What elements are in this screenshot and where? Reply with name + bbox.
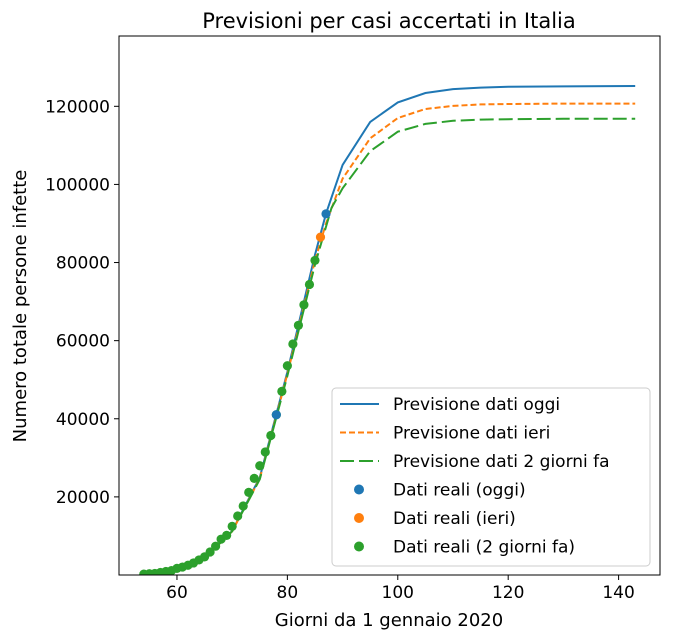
data-point bbox=[266, 430, 276, 441]
legend-marker-swatch bbox=[354, 484, 364, 495]
x-tick-label: 80 bbox=[277, 583, 299, 603]
x-tick-label: 60 bbox=[166, 583, 188, 603]
y-tick-label: 60000 bbox=[56, 332, 110, 352]
data-point bbox=[310, 255, 320, 266]
legend-box bbox=[331, 387, 651, 567]
y-tick-label: 120000 bbox=[45, 97, 110, 117]
legend-marker-swatch bbox=[354, 513, 364, 523]
y-tick-label: 20000 bbox=[56, 488, 110, 508]
data-point bbox=[249, 473, 259, 483]
legend-label: Dati reali (ieri) bbox=[393, 509, 516, 529]
data-point bbox=[211, 541, 221, 551]
y-axis-label: Numero totale persone infette bbox=[10, 170, 31, 443]
data-point bbox=[315, 232, 326, 242]
legend-label: Dati reali (2 giorni fa) bbox=[393, 538, 575, 558]
legend-label: Previsione dati ieri bbox=[393, 424, 550, 444]
data-point bbox=[238, 501, 248, 511]
data-point bbox=[244, 487, 254, 497]
y-tick-label: 40000 bbox=[56, 410, 110, 430]
data-point bbox=[304, 279, 315, 290]
data-point bbox=[299, 300, 309, 310]
series-line-2 bbox=[143, 102, 636, 575]
data-point bbox=[282, 361, 292, 371]
legend-label: Dati reali (oggi) bbox=[393, 481, 526, 501]
legend: Previsione dati oggi Previsione dati ieri… bbox=[331, 387, 651, 567]
x-tick-label: 100 bbox=[382, 583, 414, 603]
data-point bbox=[288, 339, 298, 349]
data-point bbox=[233, 511, 243, 521]
data-point bbox=[271, 410, 281, 420]
x-tick-label: 120 bbox=[492, 583, 524, 603]
plot-area: 60 80 100 120 140 20000 40000 60000 80000 100000 1… bbox=[45, 35, 661, 603]
data-point bbox=[260, 447, 270, 457]
data-point bbox=[255, 461, 265, 471]
data-point bbox=[222, 530, 232, 540]
chart-title: Previsioni per casi accertati in Italia bbox=[202, 9, 576, 33]
x-axis-label: Giorni da 1 gennaio 2020 bbox=[275, 610, 503, 631]
x-tick-label: 140 bbox=[602, 583, 634, 603]
y-tick-label: 80000 bbox=[56, 254, 110, 274]
legend-marker-swatch bbox=[354, 541, 364, 552]
axes-frame bbox=[118, 35, 661, 576]
legend-label: Previsione dati oggi bbox=[393, 395, 560, 415]
legend-label: Previsione dati 2 giorni fa bbox=[393, 452, 610, 472]
data-point bbox=[277, 386, 287, 396]
data-point bbox=[205, 547, 215, 557]
data-point bbox=[293, 320, 304, 330]
y-tick-label: 100000 bbox=[45, 175, 110, 195]
data-point bbox=[321, 209, 331, 219]
data-point bbox=[227, 521, 237, 531]
